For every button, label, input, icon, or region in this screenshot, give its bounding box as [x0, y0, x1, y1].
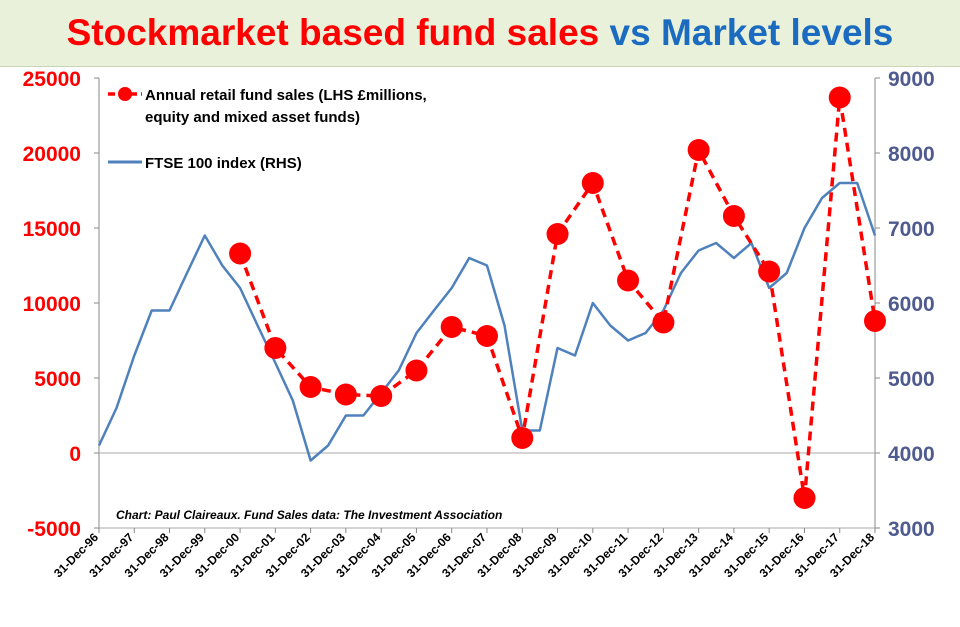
chart-title-part1: Stockmarket based fund sales — [66, 12, 600, 53]
sales-point — [475, 325, 498, 347]
sales-point — [864, 310, 886, 332]
sales-point — [652, 311, 675, 334]
ftse-line — [97, 181, 877, 462]
left-axis-tick-label: -5000 — [27, 518, 81, 541]
sales-point — [581, 172, 604, 194]
sales-point — [334, 383, 357, 406]
source-annotation: Chart: Paul Claireaux. Fund Sales data: … — [116, 508, 502, 522]
left-axis-tick-label: 25000 — [23, 68, 81, 91]
sales-point — [440, 316, 463, 338]
right-axis-tick-label: 4000 — [888, 443, 935, 466]
right-axis-tick-label: 3000 — [888, 518, 935, 541]
sales-point — [370, 385, 393, 407]
right-axis-tick-label: 8000 — [888, 143, 935, 166]
legend-sales-label: Annual retail fund sales (LHS £millions, — [145, 87, 427, 104]
ftse-series — [97, 181, 877, 462]
right-axis-tick-label: 5000 — [888, 368, 935, 391]
sales-point — [405, 359, 428, 382]
left-axis-tick-label: 0 — [69, 443, 81, 466]
chart-title-part2: vs Market levels — [609, 12, 894, 53]
left-axis-tick-label: 20000 — [23, 143, 81, 166]
sales-point — [828, 86, 851, 109]
sales-point — [758, 260, 781, 283]
right-axis-tick-label: 9000 — [888, 68, 935, 91]
sales-point — [229, 242, 252, 265]
legend-ftse-label: FTSE 100 index (RHS) — [145, 155, 302, 172]
sales-series — [229, 86, 886, 509]
sales-line — [238, 97, 877, 499]
sales-point — [511, 427, 534, 449]
title-band — [0, 0, 960, 67]
left-axis-tick-label: 10000 — [23, 293, 81, 316]
sales-point — [299, 376, 322, 398]
sales-point — [617, 269, 640, 292]
chart-title: Stockmarket based fund sales vs Market l… — [0, 6, 960, 60]
legend-sales-label: equity and mixed asset funds) — [145, 109, 360, 126]
sales-point — [793, 487, 816, 509]
right-axis-tick-label: 6000 — [888, 293, 935, 316]
legend-sales-marker — [118, 87, 132, 101]
sales-point — [546, 223, 569, 245]
sales-point — [687, 139, 710, 161]
sales-point — [722, 205, 745, 227]
left-axis-tick-label: 15000 — [23, 218, 81, 241]
sales-point — [264, 337, 287, 359]
legend: Annual retail fund sales (LHS £millions,… — [108, 87, 427, 172]
left-axis-tick-label: 5000 — [34, 368, 81, 391]
right-axis-tick-label: 7000 — [888, 218, 935, 241]
